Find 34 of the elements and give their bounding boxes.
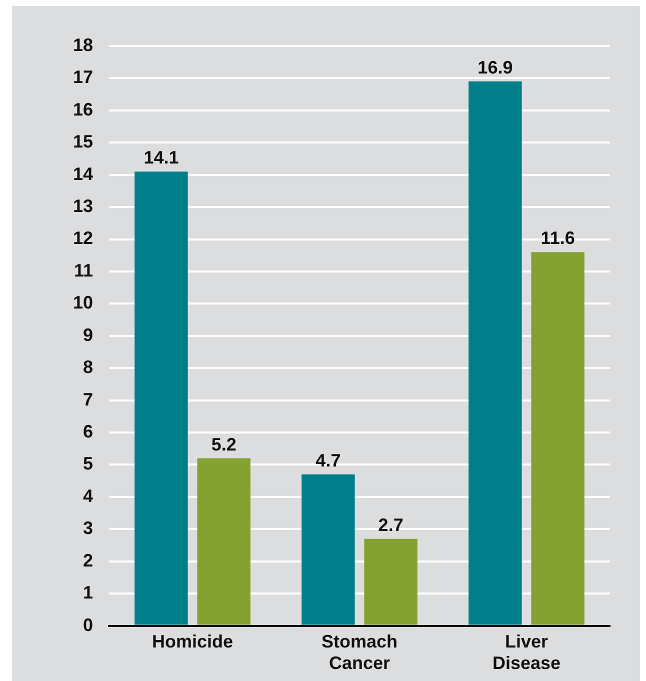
y-tick-label: 5 <box>83 454 94 474</box>
y-tick-label: 11 <box>74 260 94 280</box>
x-tick-label: Liver Disease <box>492 632 561 674</box>
bar <box>197 458 250 625</box>
y-tick-label: 17 <box>72 67 94 88</box>
y-tick-label: 16 <box>72 99 94 120</box>
y-tick-label: 10 <box>72 292 94 313</box>
y-tick-label: 9 <box>83 324 94 345</box>
y-tick-label: 18 <box>72 34 94 55</box>
bar <box>134 172 188 625</box>
y-tick-label: 13 <box>72 196 94 216</box>
y-tick-label: 1 <box>83 582 94 603</box>
y-tick-label: 6 <box>83 422 94 442</box>
data-label: 5.2 <box>211 434 236 454</box>
x-tick-label: Stomach Cancer <box>321 632 398 674</box>
x-tick-label: Homicide <box>152 632 234 652</box>
y-tick-label: 7 <box>83 389 94 410</box>
data-label: 14.1 <box>144 148 179 168</box>
y-tick-label: 2 <box>83 550 94 570</box>
data-label: 16.9 <box>478 57 513 78</box>
bar <box>468 81 522 625</box>
y-tick-label: 12 <box>72 228 94 248</box>
y-tick-label: 14 <box>72 164 94 184</box>
bar <box>302 474 355 625</box>
y-tick-label: 3 <box>83 518 94 538</box>
y-tick-label: 0 <box>83 614 94 635</box>
bar <box>531 252 584 625</box>
y-tick-label: 15 <box>72 132 94 152</box>
y-tick-label: 8 <box>83 357 94 378</box>
data-label: 4.7 <box>316 450 341 470</box>
data-label: 2.7 <box>378 514 404 535</box>
y-tick-label: 4 <box>83 486 94 506</box>
data-label: 11.6 <box>540 228 575 248</box>
bar <box>364 538 418 625</box>
